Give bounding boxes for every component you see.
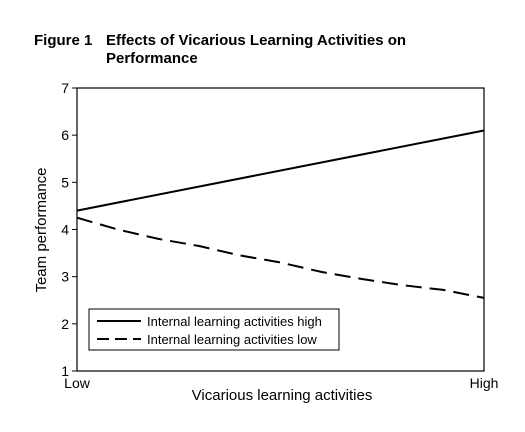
y-axis-label: Team performance	[33, 167, 50, 292]
x-tick-label: Low	[64, 375, 91, 391]
series-line-1	[77, 218, 484, 298]
y-tick-label: 7	[61, 80, 69, 96]
series-line-0	[77, 131, 484, 211]
legend-label-0: Internal learning activities high	[147, 314, 322, 329]
x-axis-label: Vicarious learning activities	[192, 387, 373, 404]
y-tick-label: 4	[61, 222, 69, 238]
chart-legend: Internal learning activities high Interna…	[89, 309, 339, 350]
y-tick-label: 2	[61, 316, 69, 332]
chart-series	[77, 131, 484, 298]
y-tick-label: 6	[61, 127, 69, 143]
y-tick-label: 5	[61, 174, 69, 190]
legend-label-1: Internal learning activities low	[147, 332, 317, 347]
y-tick-label: 3	[61, 269, 69, 285]
x-tick-label: High	[470, 375, 499, 391]
